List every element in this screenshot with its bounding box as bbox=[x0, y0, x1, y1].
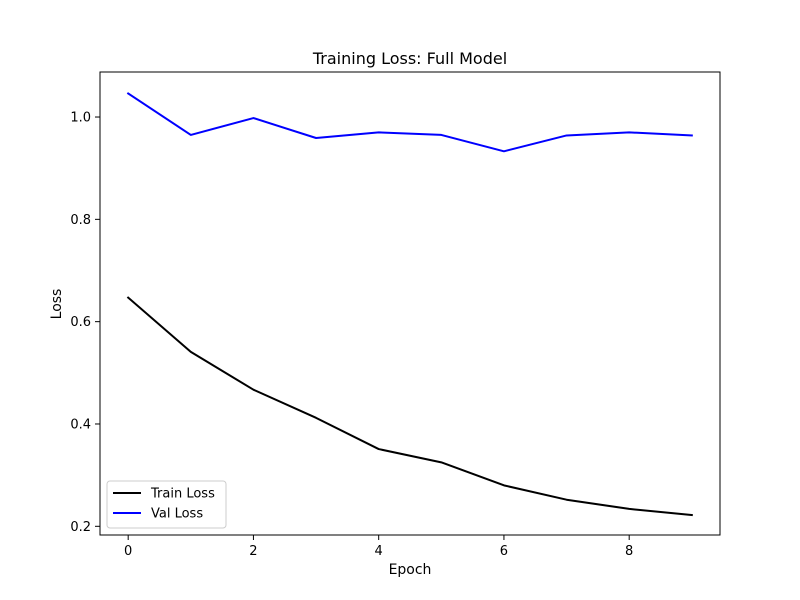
data-point-val-loss bbox=[252, 117, 254, 119]
data-point-val-loss bbox=[566, 134, 568, 136]
y-tick-label: 1.0 bbox=[70, 111, 91, 126]
y-tick-label: 0.8 bbox=[70, 213, 91, 228]
y-axis: 0.2 0.4 0.6 0.8 1.0 bbox=[70, 111, 100, 535]
data-point-train-loss bbox=[503, 484, 505, 486]
chart-title: Training Loss: Full Model bbox=[312, 49, 507, 68]
data-point-val-loss bbox=[503, 150, 505, 152]
y-tick-label: 0.6 bbox=[70, 315, 91, 330]
x-tick-label: 4 bbox=[375, 544, 383, 559]
series-line-train-loss bbox=[126, 296, 693, 517]
data-point-train-loss bbox=[315, 417, 317, 419]
legend-label-train-loss: Train Loss bbox=[150, 487, 215, 502]
plot-area bbox=[99, 71, 721, 536]
data-point-train-loss bbox=[440, 461, 442, 463]
x-tick-label: 6 bbox=[500, 544, 508, 559]
x-axis-title: Epoch bbox=[389, 562, 432, 578]
data-point-train-loss bbox=[378, 448, 380, 450]
data-point-val-loss bbox=[315, 137, 317, 139]
data-point-train-loss bbox=[252, 389, 254, 391]
plot-frame bbox=[99, 71, 721, 536]
series-layer bbox=[126, 92, 693, 517]
data-point-val-loss bbox=[440, 134, 442, 136]
x-tick-label: 8 bbox=[625, 544, 633, 559]
data-point-val-loss bbox=[691, 134, 693, 136]
data-point-train-loss bbox=[190, 351, 192, 353]
y-tick-label: 0.4 bbox=[70, 417, 91, 432]
legend-label-val-loss: Val Loss bbox=[151, 507, 203, 522]
data-point-val-loss bbox=[190, 134, 192, 136]
y-tick-label: 0.2 bbox=[70, 520, 91, 535]
data-point-train-loss bbox=[127, 297, 129, 299]
legend: Train Loss Val Loss bbox=[106, 480, 227, 529]
data-point-val-loss bbox=[378, 131, 380, 133]
y-axis-title: Loss bbox=[49, 289, 65, 320]
data-point-val-loss bbox=[628, 131, 630, 133]
data-point-val-loss bbox=[127, 92, 129, 94]
x-tick-label: 0 bbox=[124, 544, 132, 559]
data-point-train-loss bbox=[566, 499, 568, 501]
x-tick-label: 2 bbox=[249, 544, 257, 559]
data-point-train-loss bbox=[691, 514, 693, 516]
data-point-train-loss bbox=[628, 508, 630, 510]
series-line-val-loss bbox=[126, 92, 693, 153]
x-axis: 0 2 4 6 8 bbox=[124, 535, 633, 559]
